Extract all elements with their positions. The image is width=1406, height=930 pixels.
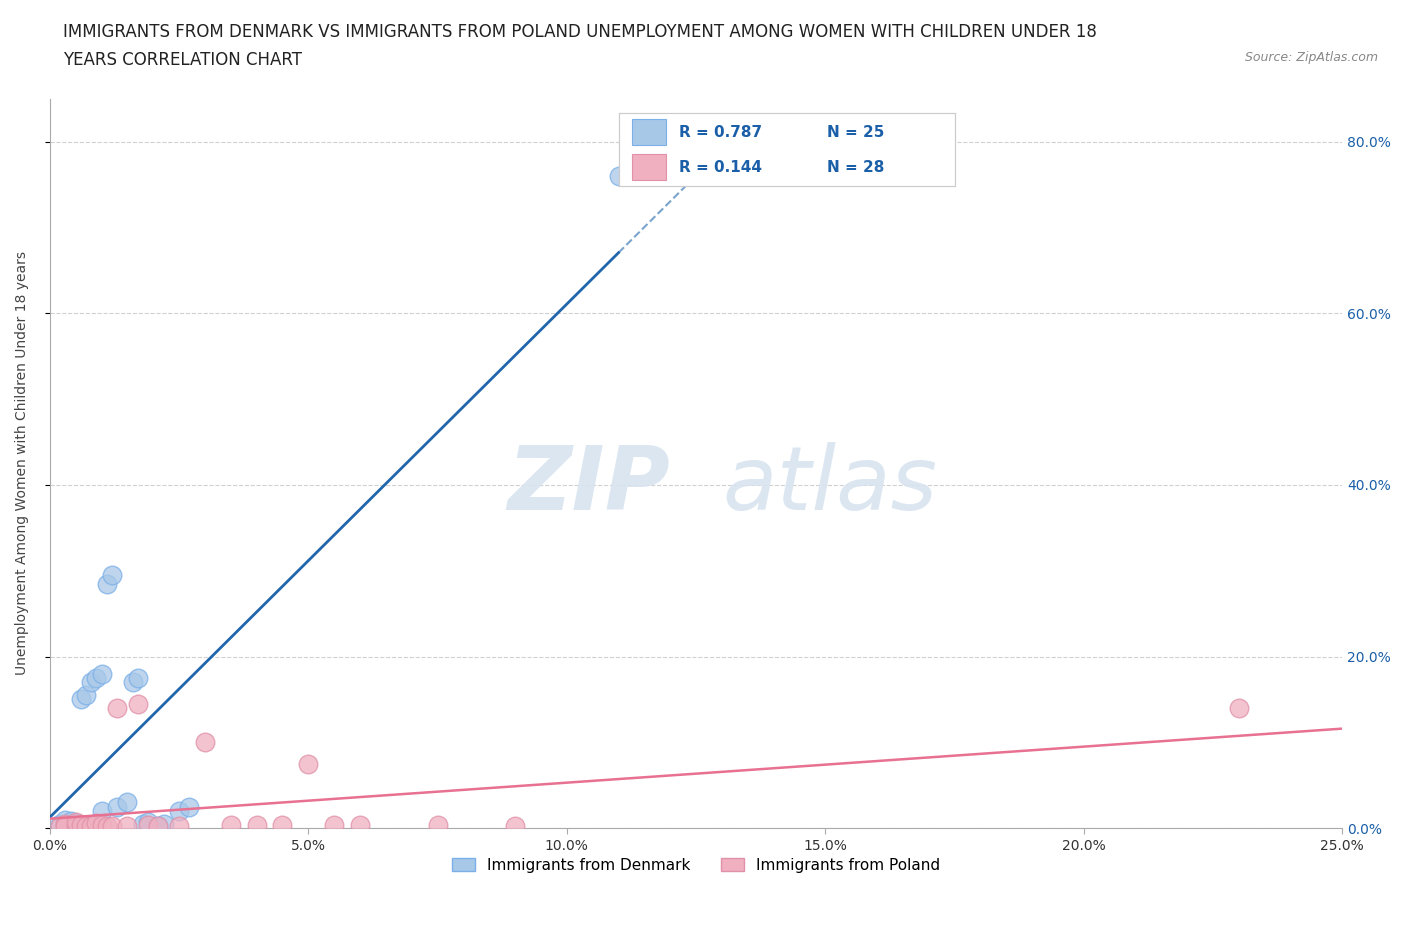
Point [53, 818, 76, 833]
Point [167, 818, 190, 833]
Point [132, 817, 155, 831]
Point [152, 817, 174, 831]
Point [105, 700, 128, 715]
Point [323, 817, 346, 832]
Point [96, 576, 118, 591]
Point [90, 817, 112, 832]
Point [80, 675, 103, 690]
Point [167, 804, 190, 818]
Point [80, 818, 103, 833]
Point [70, 817, 93, 832]
Text: ZIP: ZIP [508, 442, 671, 529]
Point [90, 804, 112, 818]
Text: YEARS CORRELATION CHART: YEARS CORRELATION CHART [63, 51, 302, 69]
Point [65, 815, 87, 830]
Point [70, 692, 93, 707]
Point [65, 818, 87, 833]
Point [349, 817, 371, 832]
Point [49, 817, 72, 831]
Point [75, 818, 97, 833]
Point [246, 817, 269, 832]
Point [86, 816, 108, 830]
Point [53, 817, 76, 831]
Point [503, 818, 526, 833]
Point [59, 817, 82, 832]
Point [65, 816, 87, 830]
Point [136, 817, 159, 832]
Legend: Immigrants from Denmark, Immigrants from Poland: Immigrants from Denmark, Immigrants from… [446, 852, 946, 879]
Point [127, 697, 149, 711]
Text: atlas: atlas [721, 443, 936, 528]
Point [53, 812, 76, 827]
Point [194, 735, 217, 750]
Point [117, 795, 139, 810]
Point [101, 567, 124, 582]
Point [117, 818, 139, 833]
Point [219, 817, 242, 832]
Text: IMMIGRANTS FROM DENMARK VS IMMIGRANTS FROM POLAND UNEMPLOYMENT AMONG WOMEN WITH : IMMIGRANTS FROM DENMARK VS IMMIGRANTS FR… [63, 23, 1097, 41]
Point [148, 818, 170, 833]
Point [53, 818, 76, 833]
Point [1227, 700, 1250, 715]
Point [96, 818, 118, 833]
Point [148, 818, 170, 833]
Point [75, 687, 97, 702]
Point [90, 666, 112, 681]
Text: Source: ZipAtlas.com: Source: ZipAtlas.com [1244, 51, 1378, 64]
Point [127, 671, 149, 685]
Point [105, 799, 128, 814]
Y-axis label: Unemployment Among Women with Children Under 18 years: Unemployment Among Women with Children U… [15, 251, 30, 675]
Point [297, 756, 319, 771]
Point [136, 815, 159, 830]
Point [121, 675, 143, 690]
Point [59, 814, 82, 829]
Point [426, 817, 449, 832]
Point [101, 818, 124, 833]
Point [86, 671, 108, 685]
Point [607, 168, 630, 183]
Point [271, 817, 294, 832]
Point [49, 818, 72, 833]
Point [179, 799, 201, 814]
